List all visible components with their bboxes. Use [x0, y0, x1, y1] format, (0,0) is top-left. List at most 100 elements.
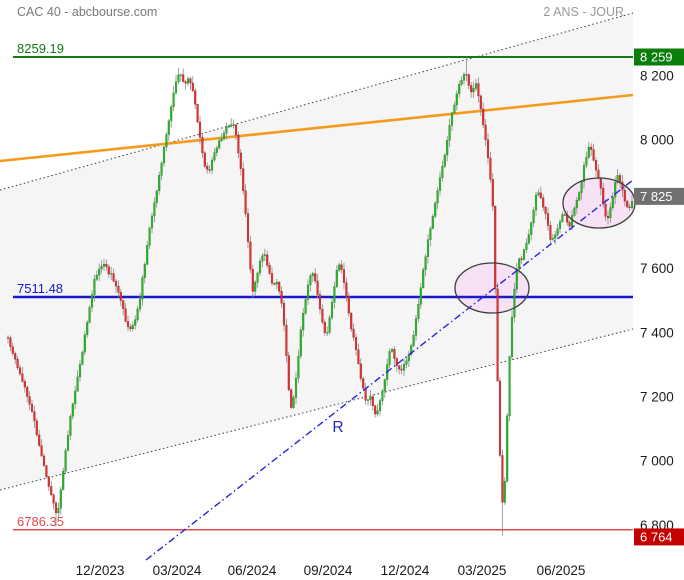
candle-body: [458, 84, 461, 94]
candle-body: [129, 326, 132, 330]
candle-body: [335, 270, 338, 287]
candle-body: [410, 345, 413, 355]
candle-body: [14, 353, 17, 360]
candle-body: [146, 245, 149, 265]
candle-body: [330, 302, 334, 318]
candle-body: [602, 188, 605, 205]
candle-body: [546, 213, 550, 226]
candle-body: [105, 263, 108, 267]
candle-body: [18, 367, 22, 375]
candle-body: [150, 215, 154, 229]
candle-body: [563, 214, 566, 216]
candle-body: [122, 300, 125, 309]
candle-body: [98, 268, 101, 276]
candle-body: [486, 139, 490, 159]
candle-body: [50, 486, 53, 496]
candle-body: [69, 416, 72, 436]
candle-body: [47, 476, 50, 487]
candle-body: [206, 166, 209, 170]
candle-body: [299, 329, 302, 357]
candle-body: [628, 206, 631, 208]
candle-body: [630, 201, 634, 208]
candle-body: [328, 317, 331, 333]
candle-body: [477, 83, 480, 97]
trendlines: [0, 12, 634, 491]
candle-body: [246, 213, 250, 243]
candle-body: [326, 332, 329, 334]
candle-body: [510, 316, 514, 357]
candle-body: [474, 83, 478, 89]
candle-body: [66, 435, 70, 451]
candle-body: [542, 197, 545, 208]
candle-body: [354, 337, 358, 350]
x-axis-label: 03/2025: [458, 563, 507, 578]
candle-body: [11, 346, 14, 354]
candle-body: [422, 269, 425, 289]
candle-body: [141, 277, 144, 300]
candle-body: [357, 349, 360, 365]
highlight-ellipse-1-fill: [455, 263, 529, 313]
candle-body: [102, 263, 106, 267]
channel-upper-dotted: [0, 12, 634, 191]
candle-body: [170, 106, 173, 122]
y-axis-tick: 8 200: [640, 69, 674, 84]
candle-body: [446, 140, 449, 156]
candle-body: [570, 215, 574, 227]
candle-body: [321, 308, 324, 323]
candle-body: [218, 140, 221, 149]
price-badge-label: 8 259: [640, 50, 673, 65]
candle-body: [270, 273, 274, 284]
x-axis-label: 09/2024: [304, 563, 353, 578]
candle-body: [338, 264, 341, 271]
candle-body: [472, 88, 475, 93]
candle-body: [275, 281, 278, 285]
candle-body: [359, 363, 362, 379]
candle-body: [508, 356, 511, 416]
candle-body: [513, 289, 516, 318]
candle-body: [213, 152, 216, 161]
candle-body: [539, 192, 542, 199]
candle-body: [491, 179, 494, 207]
candle-body: [587, 146, 590, 158]
candle-body: [162, 146, 166, 164]
candle-body: [234, 124, 238, 136]
x-axis-label: 03/2024: [153, 563, 202, 578]
candle-body: [131, 325, 134, 330]
candle-body: [191, 82, 194, 91]
candle-body: [290, 389, 293, 408]
candle-body: [522, 249, 526, 260]
channel-band: [0, 13, 633, 490]
candle-body: [174, 81, 178, 94]
candle-body: [280, 291, 283, 304]
candle-body: [374, 405, 377, 415]
candle-body: [251, 269, 254, 292]
candle-body: [414, 318, 418, 336]
orange-trendline: [0, 93, 634, 163]
candle-body: [177, 74, 180, 83]
candle-body: [294, 378, 298, 398]
candle-body: [518, 258, 521, 270]
candle-body: [40, 445, 43, 457]
chart-title: CAC 40 - abcbourse.com: [17, 5, 158, 19]
candle-body: [179, 74, 182, 76]
record-high-line-label: 8259.19: [17, 41, 64, 56]
candle-body: [448, 125, 451, 141]
price-badge: [634, 48, 684, 66]
candle-body: [114, 280, 118, 287]
candle-body: [333, 286, 336, 303]
candle-body: [436, 190, 439, 204]
candle-body: [88, 307, 91, 323]
candle-body: [558, 221, 562, 229]
highlight-ellipse-1: [454, 262, 530, 314]
candle-body: [594, 160, 598, 171]
candle-body: [484, 124, 487, 140]
candle-body: [599, 177, 602, 189]
candle-body: [266, 254, 269, 266]
candle-body: [9, 337, 12, 347]
candle-body: [549, 225, 552, 240]
candle-body: [556, 228, 559, 236]
candle-body: [462, 74, 466, 81]
candle-body: [172, 92, 175, 108]
candle-body: [443, 154, 446, 167]
